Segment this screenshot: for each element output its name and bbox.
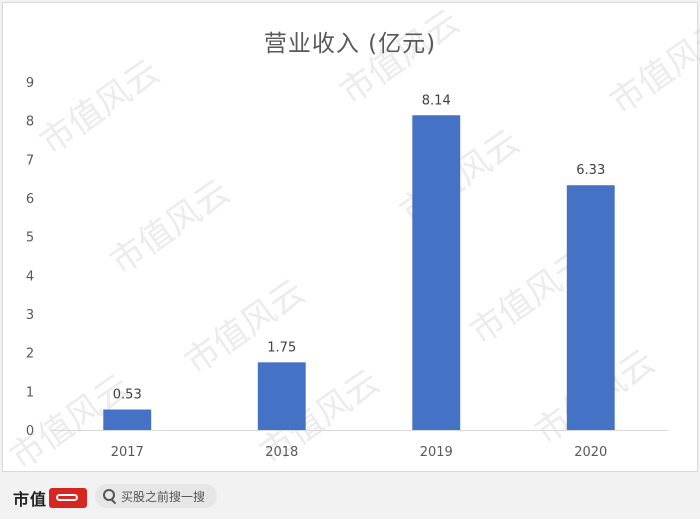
chart-title: 营业收入 (亿元) [263, 31, 437, 57]
data-label: 6.33 [576, 163, 605, 178]
y-tick-label: 7 [26, 153, 34, 168]
y-tick-label: 5 [26, 231, 34, 246]
logo: 市值 [13, 486, 88, 510]
data-label: 8.14 [422, 93, 451, 108]
y-tick-label: 0 [26, 424, 34, 439]
bar [103, 409, 152, 430]
logo-text: 市值 [13, 490, 48, 509]
x-tick-label: 2019 [420, 445, 453, 460]
bar [412, 115, 461, 431]
y-tick-label: 1 [26, 385, 34, 400]
search-icon [101, 488, 117, 504]
search-text: 买股之前搜一搜 [121, 489, 206, 504]
x-tick-label: 2018 [265, 445, 298, 460]
logo-badge-icon [49, 488, 88, 508]
y-tick-label: 3 [26, 308, 34, 323]
data-label: 0.53 [113, 388, 142, 403]
search-pill[interactable]: 买股之前搜一搜 [95, 484, 217, 508]
y-tick-label: 6 [26, 192, 34, 207]
x-tick-label: 2017 [111, 445, 144, 460]
x-tick-label: 2020 [574, 445, 607, 460]
bar-chart: 0 1 2 3 4 5 6 7 8 9 0.53 2017 1.75 2018 8.14 2019 6.33 20… [26, 76, 668, 460]
data-label: 1.75 [267, 340, 296, 355]
y-tick-label: 8 [26, 115, 34, 130]
footer: 市值 买股之前搜一搜 [0, 473, 700, 519]
bar [566, 185, 615, 430]
y-tick-label: 2 [26, 347, 34, 362]
y-tick-label: 4 [26, 269, 34, 284]
y-tick-label: 9 [26, 76, 34, 91]
bar [257, 362, 306, 430]
